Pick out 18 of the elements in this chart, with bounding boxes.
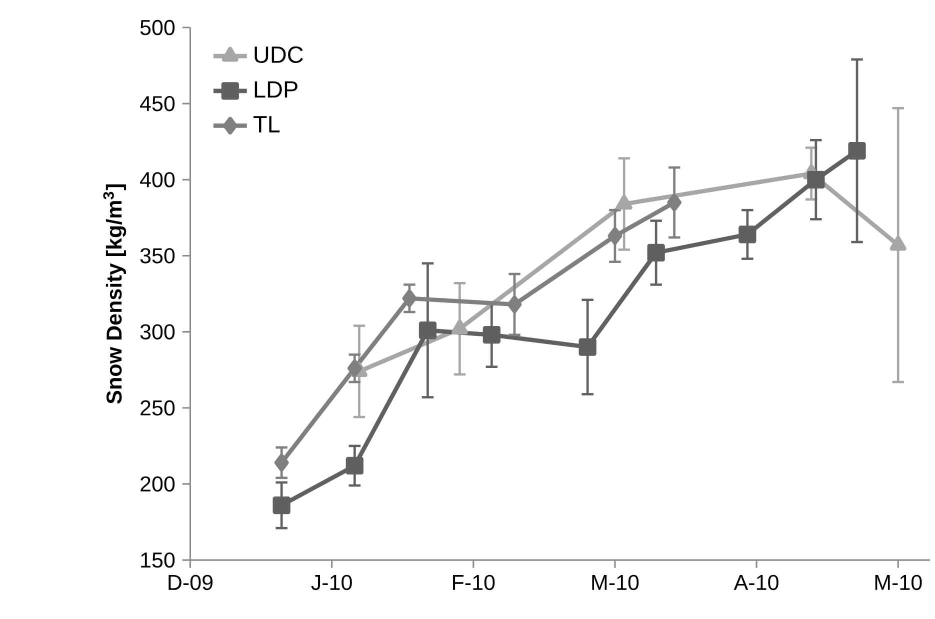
y-tick-label: 500 (140, 20, 175, 36)
legend-label: TL (253, 116, 280, 132)
legend-label: LDP (254, 81, 298, 98)
x-tick-label: M-10 (592, 574, 639, 590)
y-tick-label: 350 (140, 248, 175, 264)
x-tick-label: M-10 (875, 574, 922, 590)
y-tick-label: 300 (140, 324, 175, 340)
legend-label: UDC (254, 46, 303, 64)
y-tick-label: 400 (140, 172, 175, 188)
x-tick-label: J-10 (311, 574, 352, 590)
y-tick-label: 150 (141, 552, 175, 568)
y-axis-title: Snow Density [kg/m$^{3}$] (103, 184, 126, 404)
y-tick-label: 450 (140, 96, 175, 112)
x-tick-label: F-10 (453, 574, 495, 590)
x-tick-label: D-09 (168, 574, 213, 590)
x-tick-label: A-10 (734, 574, 778, 590)
y-tick-label: 200 (140, 476, 175, 492)
y-tick-label: 250 (140, 400, 175, 416)
